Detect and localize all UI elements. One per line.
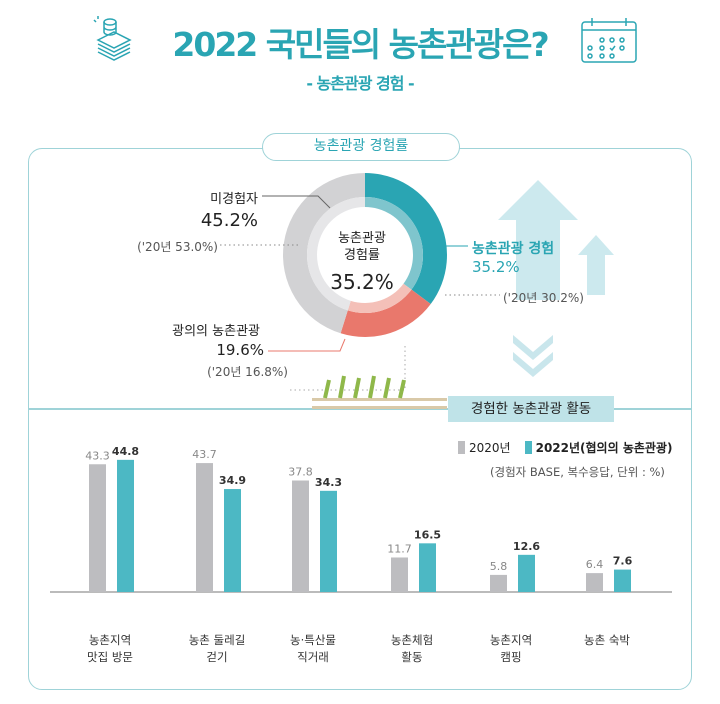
broad-tourism-label: 광의의 농촌관광	[172, 324, 260, 339]
bar-chart-title: 경험한 농촌관광 활동	[448, 396, 614, 422]
x-tick-label: 농촌지역 맛집 방문	[87, 633, 133, 664]
unexperienced-label: 미경험자	[210, 192, 258, 207]
bar-value-label: 7.6	[613, 555, 633, 568]
legend-label-2022: 2022년(협의의 농촌관광)	[535, 441, 673, 455]
x-tick-label: 농촌 숙박	[584, 633, 630, 647]
donut-slice-broad-inner	[347, 283, 412, 313]
donut-slice-experienced-inner	[365, 197, 423, 290]
x-tick-label: 농·특산물 직거래	[290, 633, 336, 664]
x-tick-label: 농촌 둘레길 걷기	[188, 633, 246, 664]
bar-value-label: 11.7	[387, 542, 412, 555]
bar-2022	[224, 489, 241, 592]
calendar-icon	[581, 18, 637, 63]
legend-label-2020: 2020년	[469, 441, 511, 455]
chevron-down-icon	[513, 335, 553, 360]
bar-value-label: 5.8	[490, 560, 508, 573]
arrow-up-small-icon	[578, 235, 614, 295]
donut-slice-unexperienced	[283, 173, 365, 334]
donut-title: 농촌관광 경험률	[262, 133, 460, 161]
bar-value-label: 43.3	[85, 449, 110, 462]
money-coins-icon	[93, 16, 132, 61]
bar-2022	[117, 459, 134, 592]
page-subtitle: - 농촌관광 경험 -	[306, 74, 414, 93]
bar-value-label: 43.7	[192, 448, 217, 461]
bar-value-label: 12.6	[513, 540, 540, 553]
bar-2022	[320, 490, 337, 592]
experienced-label: 농촌관광 경험	[472, 241, 555, 257]
bar-2020	[490, 574, 507, 592]
bar-2022	[614, 569, 631, 592]
donut-chart	[283, 173, 447, 337]
broad-tourism-prev: ('20년 16.8%)	[207, 365, 288, 379]
unexperienced-value: 45.2%	[200, 210, 258, 231]
experienced-value: 35.2%	[472, 258, 520, 276]
broad-tourism-value: 19.6%	[216, 341, 264, 359]
arrow-up-large-icon	[498, 180, 578, 300]
bar-2022	[419, 543, 436, 592]
x-tick-label: 농촌지역 캠핑	[489, 633, 533, 664]
legend: 2020년 2022년(협의의 농촌관광)	[458, 439, 672, 456]
donut-slice-unexperienced-inner	[306, 197, 365, 311]
bar-2020	[391, 557, 408, 592]
unexperienced-prev: ('20년 53.0%)	[137, 240, 218, 254]
bar-2020	[292, 480, 309, 592]
legend-swatch-2020	[458, 441, 465, 454]
donut-slice-experienced	[365, 173, 447, 305]
bar-value-label: 34.9	[219, 474, 246, 487]
bar-2020	[196, 463, 213, 592]
bar-chart-note: (경험자 BASE, 복수응답, 단위 : %)	[490, 465, 665, 479]
donut-center-label: 농촌관광 경험률	[338, 231, 386, 263]
bar-2022	[518, 554, 535, 592]
experienced-prev: ('20년 30.2%)	[503, 291, 584, 305]
bar-value-label: 6.4	[586, 558, 604, 571]
x-tick-label: 농촌체험 활동	[390, 633, 434, 664]
page-title: 2022 국민들의 농촌관광은?	[172, 25, 549, 64]
bar-value-label: 34.3	[315, 476, 342, 489]
corn-field-icon	[312, 375, 447, 409]
bar-2020	[586, 573, 603, 592]
donut-center-value: 35.2%	[330, 270, 394, 294]
donut-slice-broad	[340, 289, 431, 337]
bar-value-label: 16.5	[414, 528, 441, 541]
bar-2020	[89, 464, 106, 592]
bar-value-label: 37.8	[288, 465, 313, 478]
bar-value-label: 44.8	[112, 445, 139, 458]
legend-swatch-2022	[524, 441, 532, 454]
